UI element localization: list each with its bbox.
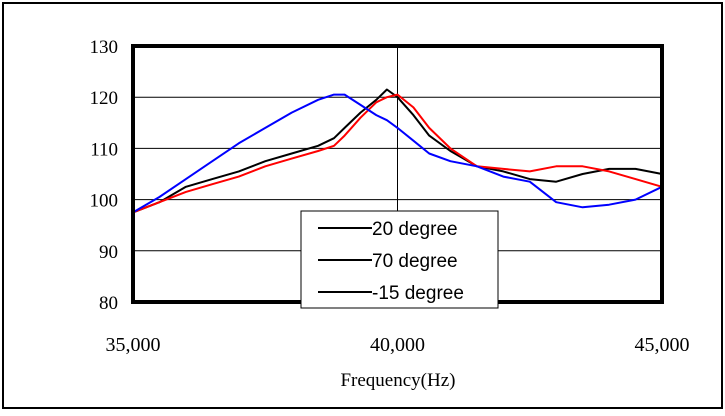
series-line-2 (132, 93, 663, 214)
legend-items: 20 degree 70 degree -15 degree (318, 219, 464, 304)
series-line-1 (132, 88, 663, 214)
legend-label-3: -15 degree (372, 283, 464, 304)
x-tick-label: 45,000 (635, 334, 690, 356)
y-tick-label: 90 (99, 242, 118, 263)
x-tick-label: 35,000 (106, 334, 161, 356)
x-axis-ticks: 35,000 40,000 45,000 (106, 334, 690, 356)
y-tick-label: 80 (99, 293, 118, 314)
y-axis-ticks: 80 90 100 110 120 130 (90, 37, 119, 314)
x-tick-label: 40,000 (370, 334, 425, 356)
y-tick-label: 100 (90, 191, 119, 212)
legend-label-2: 70 degree (372, 251, 458, 272)
y-tick-label: 120 (90, 88, 119, 109)
legend: 20 degree 70 degree -15 degree (300, 210, 499, 309)
y-tick-label: 130 (90, 37, 119, 58)
series-line-3 (132, 93, 663, 214)
x-axis-label: Frequency(Hz) (340, 370, 455, 391)
legend-label-1: 20 degree (372, 219, 458, 240)
series-layer (132, 88, 663, 214)
y-tick-label: 110 (90, 139, 118, 160)
